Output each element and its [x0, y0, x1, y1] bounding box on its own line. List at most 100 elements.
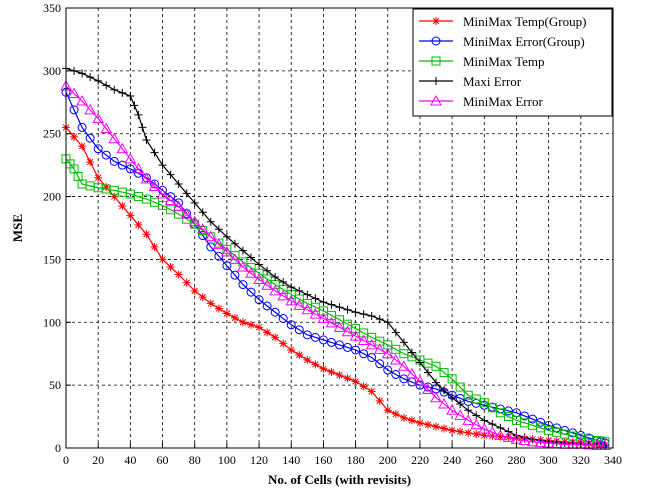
data-point: [84, 103, 96, 115]
data-point: [311, 294, 320, 303]
data-point: [464, 428, 473, 437]
data-point: [116, 142, 129, 154]
data-point: [447, 374, 457, 384]
data-point: [78, 69, 87, 78]
data-point: [206, 299, 215, 308]
data-point: [263, 328, 272, 337]
y-tick-label: 200: [43, 190, 61, 204]
x-tick-label: 60: [157, 453, 169, 467]
legend-item: MiniMax Error(Group): [419, 34, 585, 49]
y-tick-label: 100: [43, 315, 61, 329]
series-0: [62, 123, 609, 450]
data-point: [253, 273, 265, 285]
data-point: [365, 338, 378, 350]
data-point: [196, 223, 209, 234]
data-point: [285, 294, 298, 306]
x-tick-label: 160: [314, 453, 332, 467]
data-point: [263, 266, 272, 275]
data-point: [85, 133, 95, 143]
data-point: [317, 312, 330, 324]
data-point: [230, 270, 240, 280]
data-point: [494, 429, 507, 440]
x-tick-label: 340: [604, 453, 622, 467]
data-point: [134, 220, 143, 229]
data-point: [182, 189, 191, 198]
data-point: [343, 305, 352, 314]
data-point: [134, 110, 143, 119]
data-point: [76, 94, 88, 106]
data-point: [318, 335, 328, 345]
x-axis-title: No. of Cells (with revisits): [268, 472, 411, 487]
data-point: [439, 368, 449, 378]
data-point: [327, 367, 336, 376]
data-point: [277, 289, 290, 301]
data-point: [383, 406, 392, 415]
series-group: [60, 64, 611, 450]
data-point: [327, 300, 336, 309]
data-point: [222, 261, 232, 271]
data-point: [478, 423, 491, 434]
data-point: [375, 396, 384, 405]
data-point: [287, 283, 296, 292]
data-point: [77, 122, 87, 132]
data-point: [414, 375, 426, 386]
data-point: [399, 413, 408, 422]
data-point: [526, 435, 539, 447]
legend-label: MiniMax Temp: [463, 54, 545, 69]
data-point: [415, 358, 424, 367]
data-point: [359, 349, 369, 359]
data-point: [326, 337, 336, 347]
data-point: [188, 215, 201, 227]
data-point: [303, 356, 312, 364]
data-point: [456, 400, 465, 408]
data-point: [464, 406, 473, 415]
data-point: [294, 325, 304, 335]
y-tick-label: 350: [43, 1, 61, 15]
data-point: [245, 267, 257, 278]
data-point: [406, 367, 418, 379]
data-point: [237, 260, 249, 272]
data-point: [254, 268, 264, 278]
data-point: [158, 161, 167, 170]
data-point: [375, 359, 385, 369]
y-tick-label: 250: [43, 127, 61, 141]
x-tick-label: 300: [540, 453, 558, 467]
data-point: [78, 142, 87, 151]
data-point: [391, 328, 400, 337]
data-point: [432, 378, 441, 387]
data-point: [335, 303, 344, 312]
data-point: [399, 338, 408, 347]
data-point: [271, 273, 280, 282]
data-point: [552, 438, 561, 447]
data-point: [166, 262, 175, 271]
data-point: [158, 255, 167, 264]
data-point: [190, 286, 199, 295]
data-point: [560, 438, 569, 447]
data-point: [319, 364, 328, 373]
data-point: [222, 309, 231, 318]
data-point: [454, 409, 467, 420]
data-point: [142, 136, 151, 144]
data-point: [373, 343, 386, 354]
data-point: [156, 188, 169, 199]
data-point: [430, 391, 442, 403]
series-1: [61, 87, 610, 448]
y-tick-label: 0: [55, 441, 61, 455]
data-point: [70, 66, 79, 75]
data-point: [502, 431, 515, 442]
data-point: [351, 308, 360, 317]
x-tick-label: 240: [443, 453, 461, 467]
data-point: [438, 397, 450, 409]
data-point: [269, 284, 281, 296]
data-point: [367, 352, 377, 362]
data-point: [190, 198, 199, 207]
data-point: [108, 132, 121, 144]
legend-label: MiniMax Error: [463, 94, 543, 109]
data-point: [94, 76, 103, 85]
data-point: [375, 315, 384, 324]
data-point: [229, 253, 241, 264]
data-point: [246, 263, 256, 273]
data-point: [247, 320, 256, 329]
data-point: [343, 374, 352, 383]
